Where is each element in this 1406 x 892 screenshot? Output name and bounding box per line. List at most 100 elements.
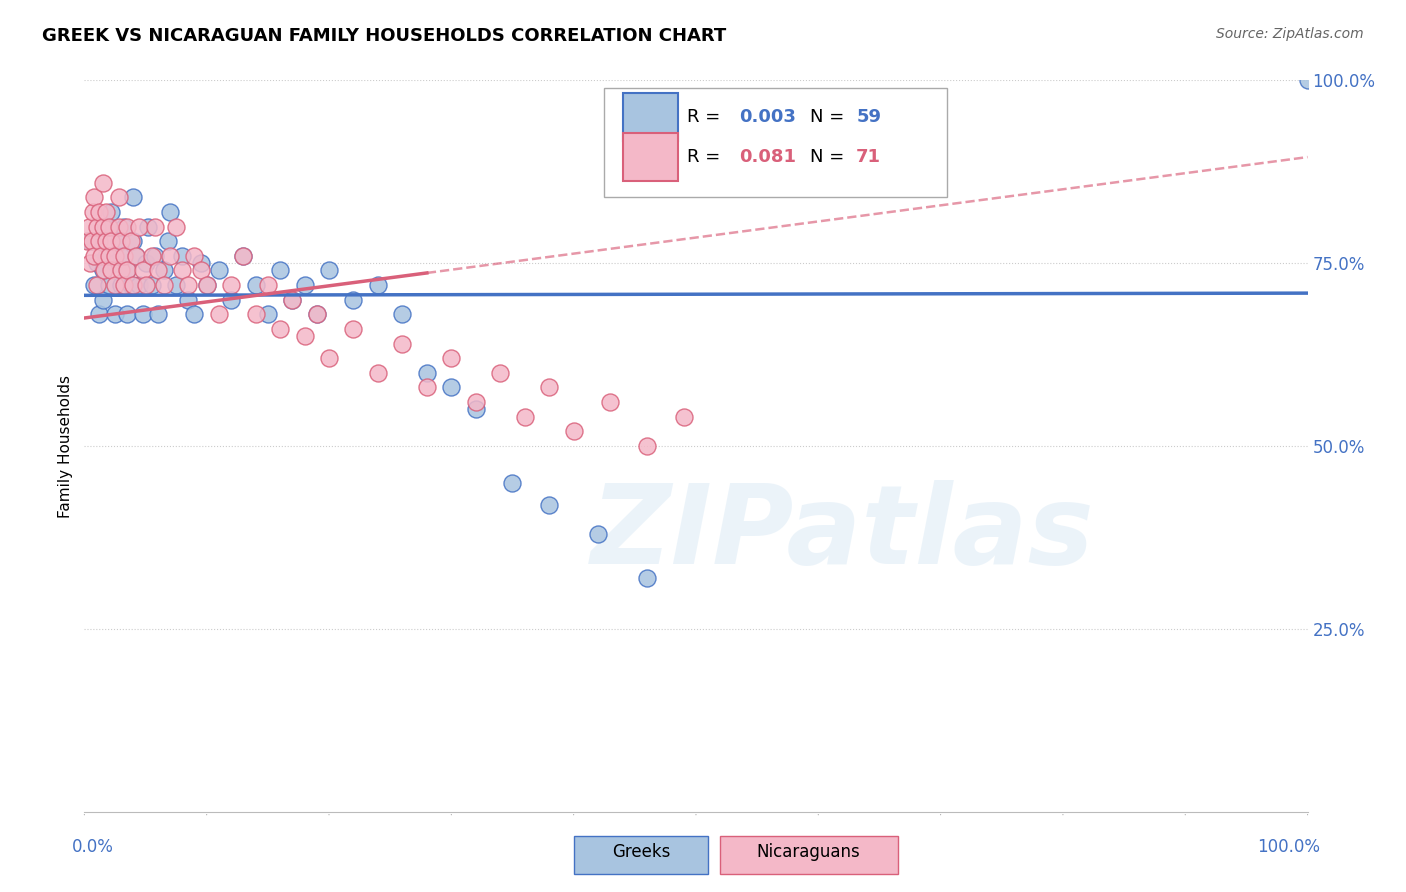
Point — [269, 263, 291, 277]
FancyBboxPatch shape — [623, 93, 678, 141]
Point — [90, 249, 112, 263]
FancyBboxPatch shape — [605, 87, 946, 197]
Point — [391, 336, 413, 351]
Point — [245, 278, 267, 293]
Point — [208, 307, 231, 321]
Point — [86, 278, 108, 293]
Point — [305, 307, 328, 321]
Text: Greeks: Greeks — [612, 843, 671, 861]
FancyBboxPatch shape — [720, 836, 898, 874]
Point — [416, 380, 439, 394]
Text: 0.003: 0.003 — [738, 108, 796, 126]
Point — [122, 278, 145, 293]
Point — [83, 278, 105, 293]
Point — [1296, 73, 1319, 87]
Point — [159, 205, 181, 219]
Point — [120, 234, 142, 248]
Point — [93, 263, 115, 277]
Point — [120, 278, 142, 293]
Point — [190, 256, 212, 270]
Point — [183, 307, 205, 321]
Point — [104, 249, 127, 263]
Point — [125, 249, 148, 263]
Point — [305, 307, 328, 321]
Point — [125, 249, 148, 263]
Point — [153, 278, 176, 293]
Text: 59: 59 — [856, 108, 882, 126]
Point — [177, 293, 200, 307]
Point — [87, 205, 110, 219]
Point — [128, 219, 150, 234]
Point — [586, 526, 609, 541]
Point — [132, 307, 155, 321]
Point — [110, 263, 132, 277]
Text: 0.081: 0.081 — [738, 148, 796, 166]
Point — [538, 498, 561, 512]
Point — [107, 219, 129, 234]
Point — [97, 219, 120, 234]
Point — [104, 278, 127, 293]
Point — [132, 263, 155, 277]
Point — [177, 278, 200, 293]
Point — [245, 307, 267, 321]
Point — [91, 293, 114, 307]
Point — [159, 249, 181, 263]
Point — [672, 409, 695, 424]
Point — [97, 278, 120, 293]
Point — [135, 256, 157, 270]
Text: 100.0%: 100.0% — [1257, 838, 1320, 856]
Point — [97, 219, 120, 234]
Point — [80, 234, 103, 248]
Point — [135, 278, 157, 293]
Point — [257, 307, 280, 321]
Text: 0.0%: 0.0% — [72, 838, 114, 856]
Point — [100, 205, 122, 219]
Point — [294, 329, 316, 343]
Point — [104, 307, 127, 321]
Point — [79, 256, 101, 270]
Point — [87, 307, 110, 321]
Text: ZIPatlas: ZIPatlas — [591, 480, 1095, 587]
Point — [79, 234, 101, 248]
Point — [136, 219, 159, 234]
Point — [83, 190, 105, 204]
Point — [464, 395, 486, 409]
Point — [143, 249, 166, 263]
Point — [367, 366, 389, 380]
Point — [342, 293, 364, 307]
Point — [269, 322, 291, 336]
Point — [156, 234, 179, 248]
Point — [165, 219, 187, 234]
Text: R =: R = — [688, 108, 727, 126]
Point — [104, 256, 127, 270]
Point — [232, 249, 254, 263]
Point — [110, 249, 132, 263]
Point — [115, 263, 138, 277]
FancyBboxPatch shape — [574, 836, 709, 874]
Point — [86, 219, 108, 234]
Point — [391, 307, 413, 321]
Point — [110, 278, 132, 293]
Point — [87, 234, 110, 248]
Point — [636, 439, 658, 453]
Point — [219, 293, 242, 307]
Point — [96, 249, 118, 263]
Point — [440, 351, 463, 366]
Point — [100, 234, 122, 248]
Point — [112, 278, 135, 293]
Point — [165, 278, 187, 293]
Point — [281, 293, 304, 307]
Point — [128, 278, 150, 293]
Point — [190, 263, 212, 277]
Point — [146, 263, 169, 277]
Point — [367, 278, 389, 293]
Text: Nicaraguans: Nicaraguans — [756, 843, 860, 861]
Point — [141, 249, 163, 263]
Point — [83, 249, 105, 263]
Point — [112, 219, 135, 234]
Point — [91, 176, 114, 190]
Point — [318, 263, 340, 277]
Text: N =: N = — [810, 108, 849, 126]
Point — [115, 219, 138, 234]
Text: GREEK VS NICARAGUAN FAMILY HOUSEHOLDS CORRELATION CHART: GREEK VS NICARAGUAN FAMILY HOUSEHOLDS CO… — [42, 27, 727, 45]
